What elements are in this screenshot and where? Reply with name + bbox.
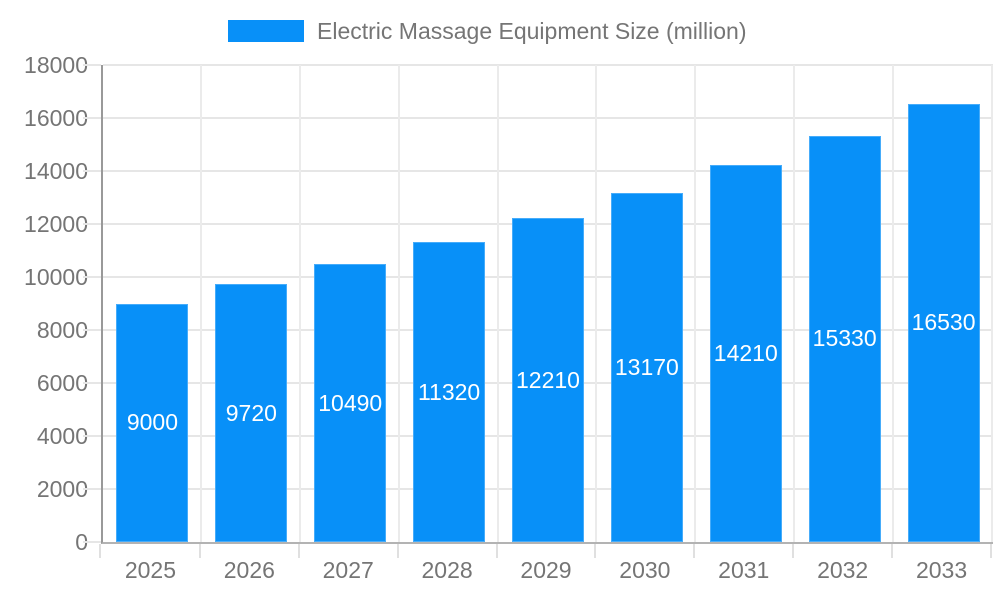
gridline-vertical <box>199 65 202 542</box>
bar-2032[interactable]: 15330 <box>808 135 881 542</box>
y-axis-tick <box>83 382 101 384</box>
y-axis-tick-label: 18000 <box>24 52 88 78</box>
gridline-vertical <box>793 65 796 542</box>
bar-2025[interactable]: 9000 <box>116 303 189 542</box>
y-axis-tick-label: 16000 <box>24 105 88 131</box>
y-axis-tick-label: 14000 <box>24 158 88 184</box>
legend-label[interactable]: Electric Massage Equipment Size (million… <box>317 17 747 44</box>
legend-swatch-icon[interactable] <box>228 20 304 42</box>
x-axis-tick <box>891 544 894 558</box>
bar-value-label: 10490 <box>318 389 383 416</box>
x-axis-tick-label: 2031 <box>718 557 770 583</box>
bar-2028[interactable]: 11320 <box>413 242 486 542</box>
x-axis-tick-label: 2026 <box>223 557 275 583</box>
y-axis-tick <box>83 329 101 331</box>
bar-2031[interactable]: 14210 <box>709 165 782 542</box>
x-axis-tick-label: 2032 <box>817 557 869 583</box>
y-axis-tick-label: 8000 <box>36 317 88 343</box>
gridline-vertical <box>991 65 993 542</box>
y-axis-tick-label: 2000 <box>36 476 88 502</box>
gridline-horizontal <box>103 117 993 119</box>
y-axis-tick <box>83 170 101 172</box>
legend[interactable]: Electric Massage Equipment Size (million… <box>228 18 747 44</box>
y-axis-tick <box>83 435 101 437</box>
gridline-vertical <box>298 65 301 542</box>
plot-area: 9000 9720 10490 11320 12210 13170 14210 15330 16… <box>101 64 993 544</box>
y-axis-tick-label: 12000 <box>24 211 88 237</box>
y-axis-tick <box>83 223 101 225</box>
bar-value-label: 14210 <box>713 340 778 367</box>
y-axis-tick-label: 4000 <box>36 423 88 449</box>
gridline-vertical <box>496 65 499 542</box>
bar-2026[interactable]: 9720 <box>215 284 288 542</box>
bar-value-label: 16530 <box>911 309 976 336</box>
y-axis-tick-label: 6000 <box>36 370 88 396</box>
bar-value-label: 11320 <box>417 378 481 405</box>
bar-value-label: 13170 <box>614 354 679 380</box>
gridline-vertical <box>892 65 895 542</box>
x-axis-tick <box>198 544 201 558</box>
y-axis-tick <box>83 276 101 278</box>
y-axis-tick <box>83 64 101 66</box>
x-axis-tick <box>99 544 101 558</box>
x-axis-tick-label: 2028 <box>421 557 473 583</box>
x-axis-tick <box>396 544 399 558</box>
y-axis-tick <box>83 541 101 543</box>
gridline-horizontal <box>103 64 993 66</box>
bar-2033[interactable]: 16530 <box>907 103 980 542</box>
x-axis-tick-label: 2033 <box>915 557 968 583</box>
x-axis-tick <box>990 544 992 558</box>
x-axis-tick <box>495 544 498 558</box>
y-axis-tick-label: 0 <box>75 529 88 555</box>
x-axis-tick <box>297 544 300 558</box>
bar-2030[interactable]: 13170 <box>610 193 683 542</box>
bar-2029[interactable]: 12210 <box>512 218 584 542</box>
y-axis-tick-label: 10000 <box>24 264 88 290</box>
gridline-horizontal <box>103 170 993 172</box>
x-axis-tick <box>693 544 696 558</box>
gridline-vertical <box>595 65 598 542</box>
x-axis-tick-label: 2029 <box>520 557 572 583</box>
x-axis-tick-label: 2025 <box>124 557 177 583</box>
bar-value-label: 12210 <box>516 366 580 393</box>
bar-value-label: 9720 <box>225 399 277 426</box>
bar-2027[interactable]: 10490 <box>314 264 387 542</box>
x-axis-tick <box>594 544 597 558</box>
bar-value-label: 15330 <box>812 325 877 352</box>
gridline-vertical <box>397 65 400 542</box>
bar-value-label: 9000 <box>126 409 179 436</box>
y-axis-tick <box>83 117 101 119</box>
gridline-vertical <box>694 65 697 542</box>
x-axis-tick-label: 2027 <box>322 557 374 583</box>
x-axis-tick <box>792 544 795 558</box>
x-axis-tick-label: 2030 <box>619 557 671 583</box>
y-axis-tick <box>83 488 101 490</box>
